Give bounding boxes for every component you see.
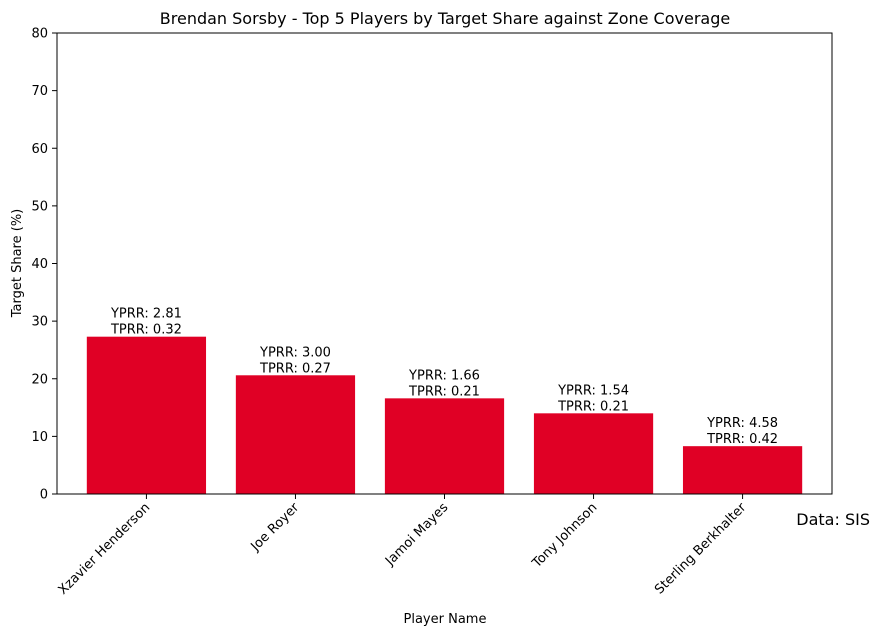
y-tick-label: 10 (31, 430, 48, 445)
bar (533, 413, 654, 494)
y-tick-label: 50 (31, 199, 48, 214)
bar-label-tprr: TPRR: 0.32 (110, 323, 182, 338)
y-axis-ticks: 0 10 20 30 40 50 60 70 80 (31, 27, 57, 503)
bar (682, 446, 803, 494)
bar-label-tprr: TPRR: 0.21 (408, 384, 480, 399)
bar-label-tprr: TPRR: 0.21 (557, 399, 629, 414)
bar-label-tprr: TPRR: 0.42 (706, 432, 778, 447)
x-tick-label: Tony Johnson (529, 500, 600, 571)
bar-label-yprr: YPRR: 4.58 (706, 416, 778, 431)
x-tick-label: Sterling Berkhalter (652, 500, 750, 598)
plot-frame (56, 32, 833, 495)
y-tick-label: 0 (40, 488, 48, 503)
y-tick-label: 60 (31, 142, 48, 157)
y-tick-label: 20 (31, 372, 48, 387)
bar-label-yprr: YPRR: 1.54 (557, 383, 629, 398)
x-axis-label: Player Name (404, 612, 487, 627)
x-axis-ticks: Xzavier Henderson Joe Royer Jamoi Mayes Ton… (56, 494, 750, 598)
y-tick-label: 40 (31, 257, 48, 272)
bar-label-yprr: YPRR: 3.00 (259, 345, 331, 360)
bar (384, 398, 505, 494)
y-axis-label: Target Share (%) (10, 209, 25, 319)
x-tick-label: Jamoi Mayes (382, 500, 451, 569)
x-tick-label: Joe Royer (248, 500, 303, 555)
bar-label-yprr: YPRR: 1.66 (408, 368, 480, 383)
bar (235, 375, 356, 494)
bar-label-yprr: YPRR: 2.81 (110, 307, 182, 322)
source-note: Data: SIS (796, 510, 870, 529)
y-tick-label: 70 (31, 84, 48, 99)
y-tick-label: 80 (31, 27, 48, 42)
bar-label-tprr: TPRR: 0.27 (259, 361, 331, 376)
bars (86, 336, 803, 494)
y-tick-label: 30 (31, 315, 48, 330)
bar (86, 336, 207, 494)
x-tick-label: Xzavier Henderson (56, 500, 154, 598)
chart-title: Brendan Sorsby - Top 5 Players by Target… (160, 9, 730, 28)
